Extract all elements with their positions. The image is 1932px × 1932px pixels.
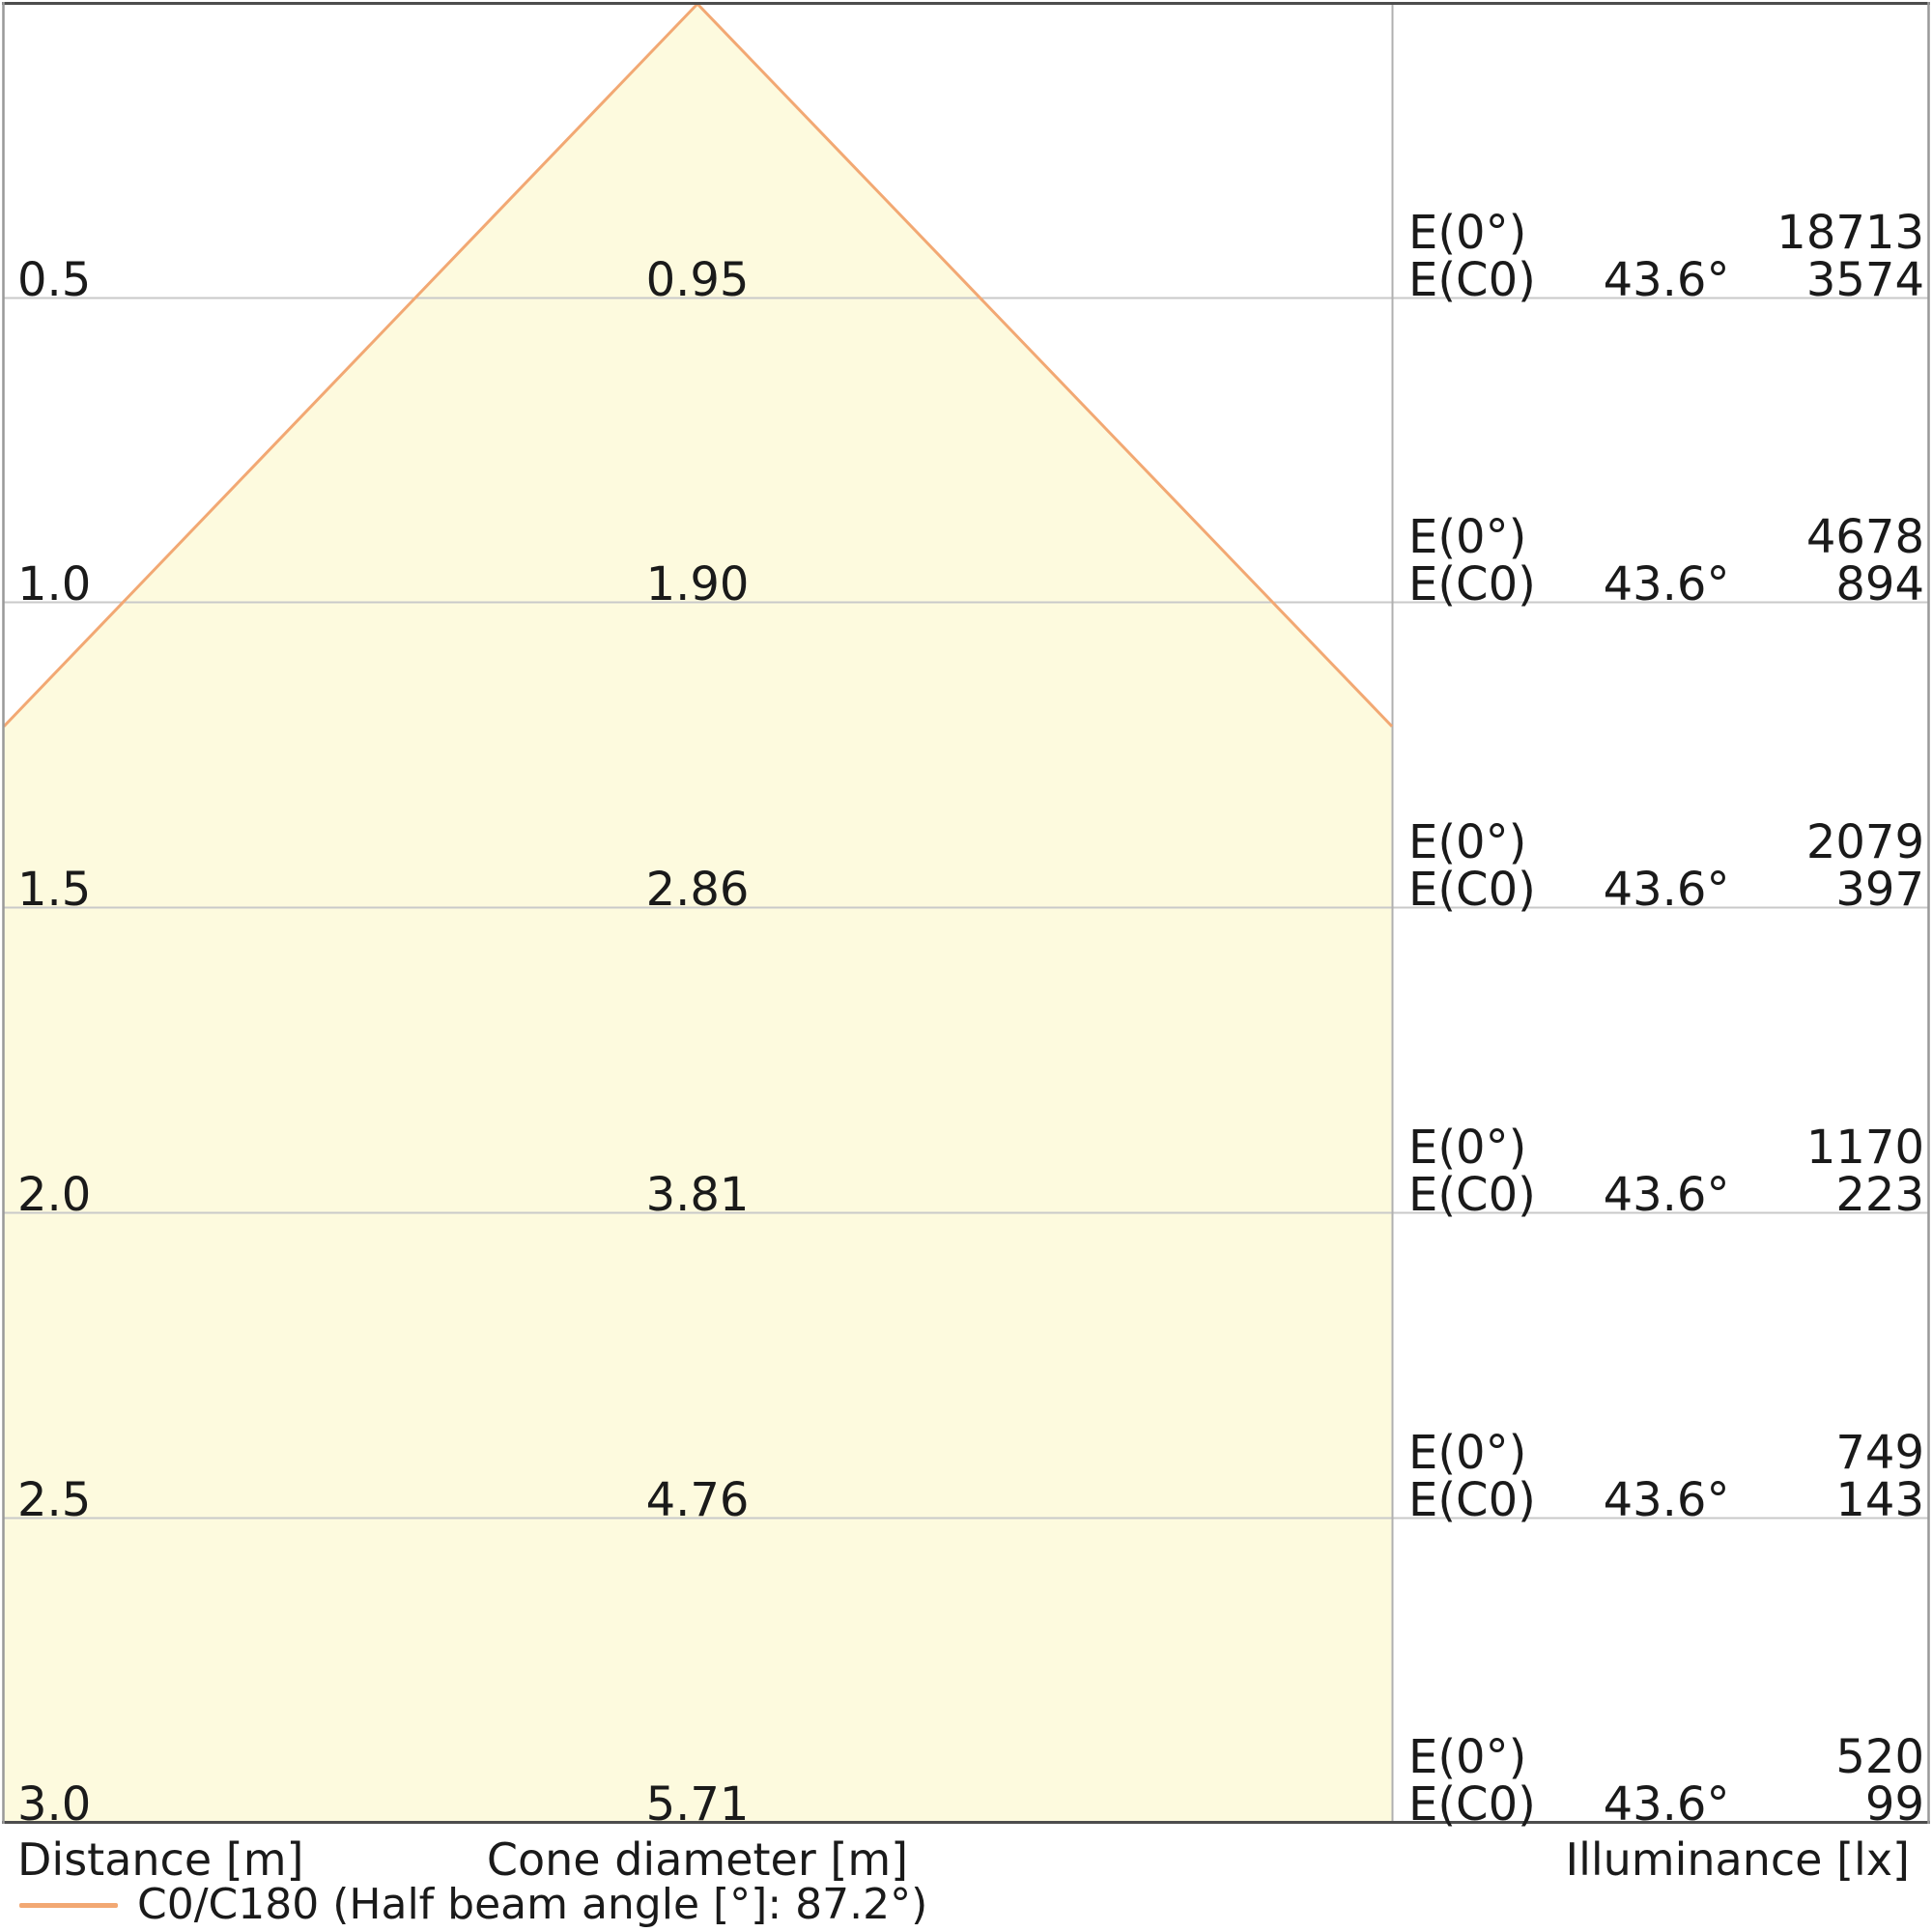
ec0-line: 43.6° E(C0) 3574 bbox=[1408, 257, 1924, 304]
e0-label: E(0°) bbox=[1408, 510, 1527, 564]
e0-value: 18713 bbox=[1776, 206, 1924, 260]
ec0-angle: 43.6° bbox=[1603, 1473, 1730, 1527]
cone-diameter-label: 3.81 bbox=[645, 1168, 750, 1222]
cone-diameter-label: 4.76 bbox=[645, 1473, 750, 1527]
ec0-label: E(C0) bbox=[1408, 253, 1536, 307]
ec0-label: E(C0) bbox=[1408, 1777, 1536, 1832]
legend: C0/C180 (Half beam angle [°]: 87.2°) bbox=[19, 1878, 927, 1932]
e0-line: E(0°) 4678 bbox=[1408, 514, 1924, 561]
ec0-line: 43.6° E(C0) 223 bbox=[1408, 1172, 1924, 1219]
cone-diameter-label: 0.95 bbox=[645, 253, 750, 307]
ec0-value: 397 bbox=[1835, 863, 1924, 917]
distance-label: 0.5 bbox=[17, 253, 92, 307]
distance-label: 3.0 bbox=[17, 1777, 92, 1832]
cone-diameter-label: 1.90 bbox=[645, 557, 750, 611]
e0-line: E(0°) 520 bbox=[1408, 1734, 1924, 1781]
ec0-line: 43.6° E(C0) 99 bbox=[1408, 1781, 1924, 1829]
ec0-angle: 43.6° bbox=[1603, 253, 1730, 307]
cone-diameter-label: 2.86 bbox=[645, 863, 750, 917]
ec0-line: 43.6° E(C0) 894 bbox=[1408, 561, 1924, 609]
axis-label-cone-diameter: Cone diameter [m] bbox=[486, 1833, 909, 1886]
e0-label: E(0°) bbox=[1408, 815, 1527, 869]
e0-value: 2079 bbox=[1805, 815, 1924, 869]
distance-label: 2.0 bbox=[17, 1168, 92, 1222]
axis-label-distance: Distance [m] bbox=[17, 1833, 304, 1886]
e0-value: 1170 bbox=[1805, 1121, 1924, 1175]
chart-frame bbox=[2, 2, 1930, 1824]
axis-label-illuminance: Illuminance [lx] bbox=[1565, 1833, 1910, 1886]
illuminance-row: E(0°) 1170 43.6° E(C0) 223 bbox=[1408, 1124, 1924, 1219]
ec0-angle: 43.6° bbox=[1603, 863, 1730, 917]
e0-line: E(0°) 18713 bbox=[1408, 210, 1924, 257]
e0-value: 520 bbox=[1835, 1730, 1924, 1784]
e0-value: 749 bbox=[1835, 1426, 1924, 1480]
ec0-value: 99 bbox=[1864, 1777, 1924, 1832]
illuminance-row: E(0°) 18713 43.6° E(C0) 3574 bbox=[1408, 210, 1924, 304]
ec0-value: 894 bbox=[1835, 557, 1924, 611]
illuminance-row: E(0°) 749 43.6° E(C0) 143 bbox=[1408, 1430, 1924, 1524]
illuminance-row: E(0°) 4678 43.6° E(C0) 894 bbox=[1408, 514, 1924, 609]
ec0-angle: 43.6° bbox=[1603, 1168, 1730, 1222]
ec0-value: 143 bbox=[1835, 1473, 1924, 1527]
legend-label: C0/C180 (Half beam angle [°]: 87.2°) bbox=[137, 1880, 928, 1929]
ec0-angle: 43.6° bbox=[1603, 557, 1730, 611]
distance-label: 2.5 bbox=[17, 1473, 92, 1527]
e0-label: E(0°) bbox=[1408, 1426, 1527, 1480]
e0-line: E(0°) 749 bbox=[1408, 1430, 1924, 1477]
illuminance-row: E(0°) 2079 43.6° E(C0) 397 bbox=[1408, 819, 1924, 914]
ec0-line: 43.6° E(C0) 143 bbox=[1408, 1477, 1924, 1524]
illuminance-row: E(0°) 520 43.6° E(C0) 99 bbox=[1408, 1734, 1924, 1829]
ec0-label: E(C0) bbox=[1408, 557, 1536, 611]
ec0-value: 223 bbox=[1835, 1168, 1924, 1222]
cone-area bbox=[4, 4, 1392, 1821]
e0-line: E(0°) 2079 bbox=[1408, 819, 1924, 867]
e0-label: E(0°) bbox=[1408, 1730, 1527, 1784]
legend-swatch-line bbox=[19, 1902, 118, 1908]
e0-value: 4678 bbox=[1805, 510, 1924, 564]
distance-label: 1.5 bbox=[17, 863, 92, 917]
grid-lines bbox=[4, 297, 1928, 1520]
ec0-label: E(C0) bbox=[1408, 863, 1536, 917]
e0-label: E(0°) bbox=[1408, 1121, 1527, 1175]
ec0-label: E(C0) bbox=[1408, 1168, 1536, 1222]
beam-edge-lines bbox=[2, 2, 1394, 728]
ec0-label: E(C0) bbox=[1408, 1473, 1536, 1527]
e0-line: E(0°) 1170 bbox=[1408, 1124, 1924, 1172]
distance-label: 1.0 bbox=[17, 557, 92, 611]
ec0-angle: 43.6° bbox=[1603, 1777, 1730, 1832]
cone-diameter-label: 5.71 bbox=[645, 1777, 750, 1832]
ec0-line: 43.6° E(C0) 397 bbox=[1408, 867, 1924, 914]
e0-label: E(0°) bbox=[1408, 206, 1527, 260]
ec0-value: 3574 bbox=[1805, 253, 1924, 307]
